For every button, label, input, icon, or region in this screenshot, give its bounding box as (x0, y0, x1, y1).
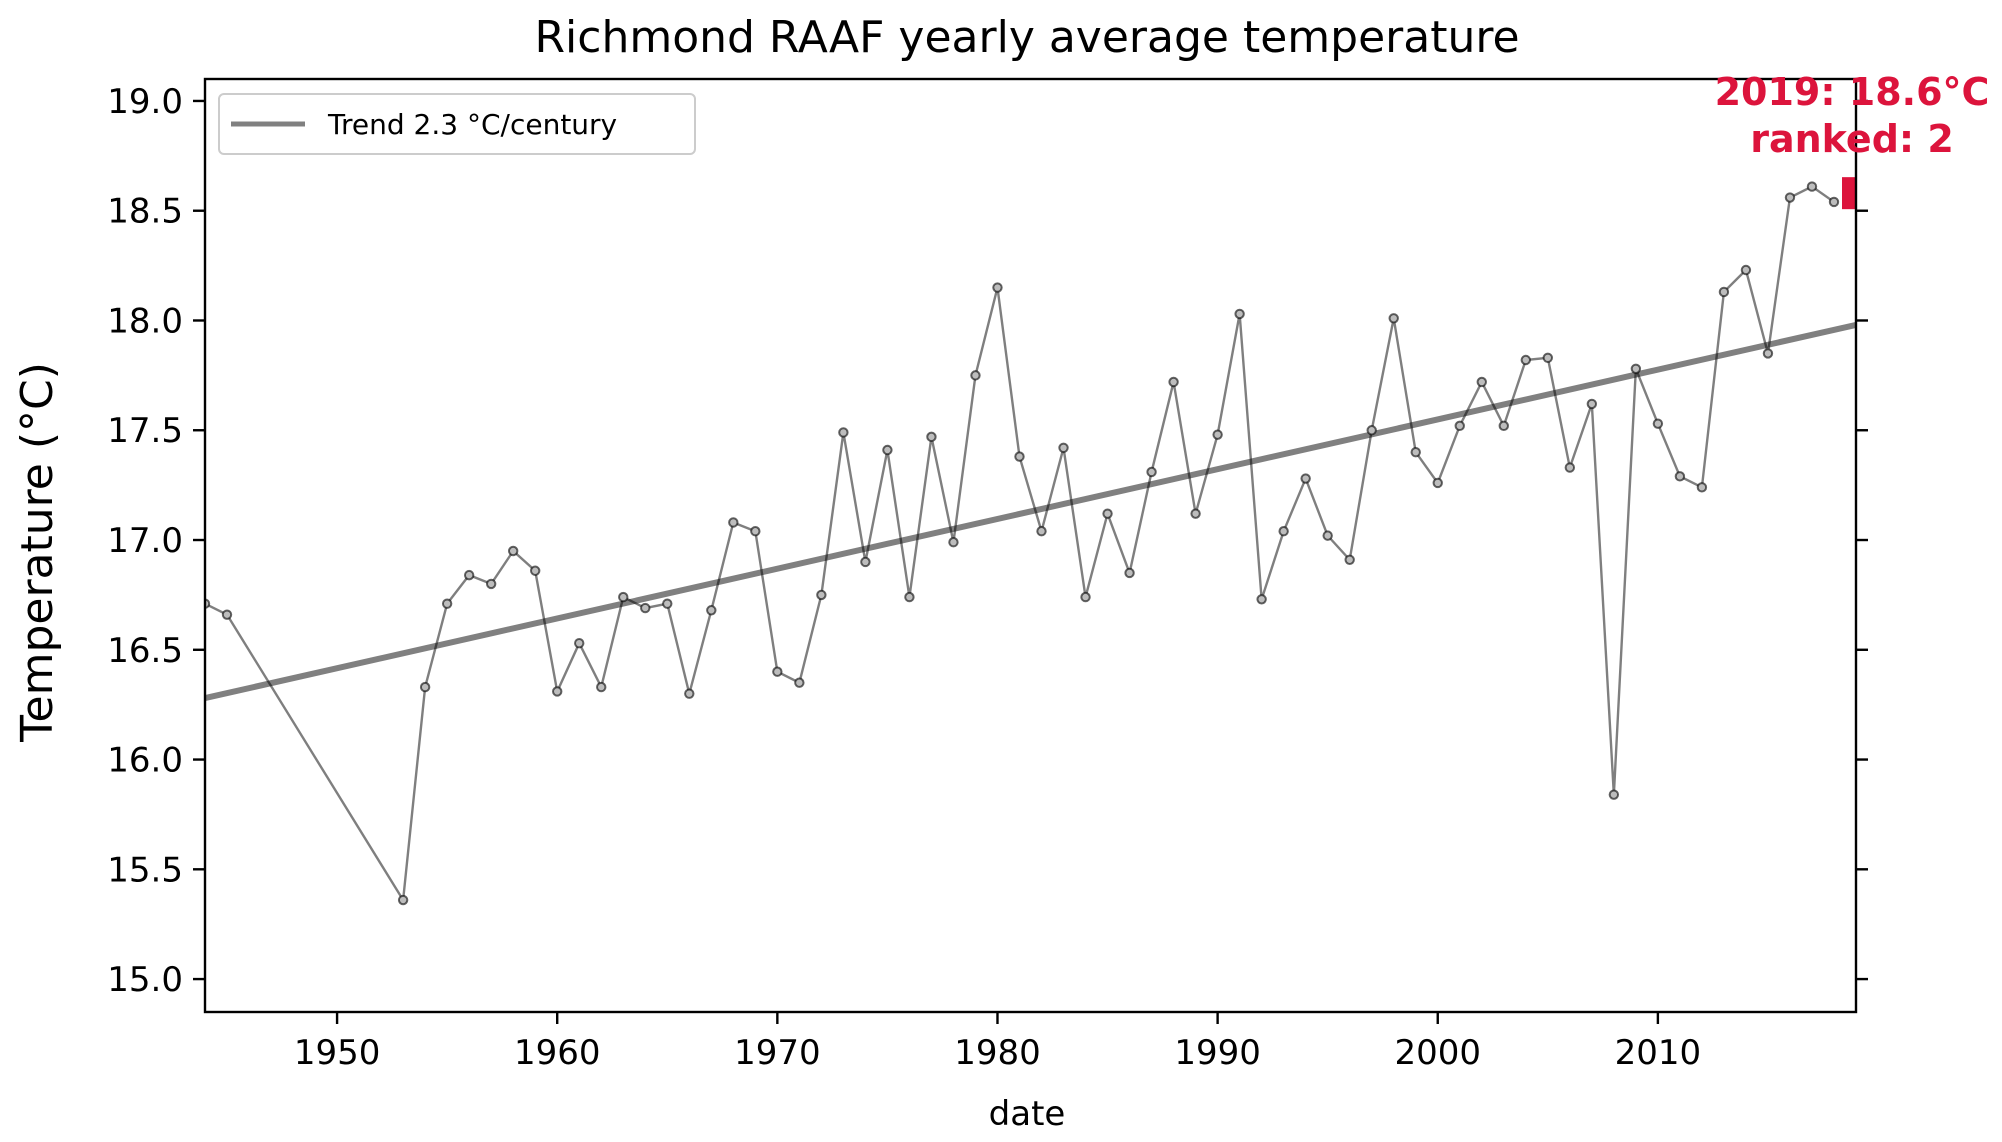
data-point (221, 609, 233, 620)
data-point (1696, 482, 1708, 493)
data-point (1652, 418, 1664, 429)
y-tick-label: 18.0 (107, 301, 183, 341)
x-tick-label: 2010 (1615, 1033, 1702, 1073)
x-tick-label: 2000 (1394, 1033, 1481, 1073)
y-tick-label: 19.0 (107, 82, 183, 122)
data-point (1564, 462, 1576, 473)
x-tick-label: 1950 (294, 1033, 381, 1073)
data-point (1542, 352, 1554, 364)
y-tick-label: 15.0 (107, 960, 183, 1000)
data-point (530, 565, 541, 576)
data-point (1630, 363, 1642, 374)
legend-frame (218, 93, 696, 155)
data-point (1212, 429, 1223, 440)
data-point (1410, 447, 1421, 458)
chart-title: Richmond RAAF yearly average temperature (534, 12, 1519, 63)
data-point (1102, 508, 1113, 519)
data-point (816, 589, 827, 601)
data-point (1168, 376, 1179, 388)
data-point (1762, 348, 1774, 359)
data-point (1014, 451, 1025, 462)
data-point (882, 444, 893, 456)
x-tick-label: 1990 (1174, 1033, 1261, 1073)
data-point (1322, 530, 1333, 541)
data-point (552, 686, 563, 697)
y-tick-label: 17.5 (107, 411, 183, 451)
legend-trend-label: Trend 2.3 °C/century (327, 108, 617, 141)
data-point (1718, 286, 1730, 298)
data-point (1806, 181, 1818, 192)
data-point (728, 517, 739, 528)
data-point (904, 591, 915, 603)
y-tick-label: 17.0 (107, 521, 183, 561)
data-point (1344, 554, 1355, 565)
y-tick-label: 16.0 (107, 741, 183, 781)
x-axis-label: date (989, 1094, 1066, 1134)
data-point (1586, 398, 1598, 410)
data-point (1124, 567, 1135, 579)
data-point (970, 370, 981, 381)
y-tick-label: 18.5 (107, 192, 183, 232)
data-point (618, 591, 629, 603)
data-point (507, 545, 519, 557)
data-point (1476, 376, 1487, 388)
data-point (662, 598, 673, 609)
data-point (1674, 471, 1686, 482)
observations-line (205, 185, 1835, 904)
data-point (1498, 420, 1509, 432)
data-point (463, 569, 475, 581)
axes-frame (203, 77, 1858, 1014)
data-point (1036, 526, 1047, 537)
x-tick-label: 1960 (514, 1033, 601, 1073)
plot-area: 1950 1960 1970 1980 1990 2000 2010 15.0 15.5 16.0… (107, 77, 1868, 1073)
data-point (750, 526, 761, 537)
y-tick-label: 15.5 (107, 850, 183, 890)
data-point (772, 666, 783, 677)
data-point (1740, 264, 1752, 276)
data-point (1146, 466, 1157, 478)
legend: Trend 2.3 °C/century (218, 93, 696, 155)
data-point (838, 427, 849, 438)
highlight-label-year: 2019: 18.6°C (1715, 70, 1990, 114)
data-point (441, 598, 453, 609)
data-point (1234, 308, 1245, 320)
data-point (1454, 420, 1465, 432)
data-point (1608, 789, 1620, 800)
y-axis-label: Temperature (°C) (12, 362, 63, 743)
data-point (1190, 508, 1201, 519)
data-point (948, 537, 959, 548)
data-point (794, 677, 805, 688)
data-point (640, 602, 651, 614)
data-point (706, 605, 717, 616)
data-point (926, 431, 937, 443)
data-point (1300, 473, 1311, 484)
highlight-marker (1842, 177, 1856, 210)
data-point (419, 681, 431, 693)
trend-line (205, 321, 1856, 701)
data-point (1058, 442, 1069, 454)
data-point (1520, 354, 1532, 366)
highlight-label-rank: ranked: 2 (1750, 117, 1954, 161)
x-tick-label: 1970 (734, 1033, 821, 1073)
data-point (1828, 196, 1840, 208)
data-point (684, 688, 695, 699)
data-point (1366, 425, 1377, 436)
data-point (1388, 313, 1399, 324)
data-point (1256, 594, 1267, 605)
y-tick-label: 16.5 (107, 631, 183, 671)
data-point (1080, 591, 1091, 603)
data-point (1784, 192, 1796, 203)
data-point (1432, 477, 1443, 489)
data-point (596, 681, 607, 693)
data-point (485, 578, 497, 590)
data-point (1278, 526, 1289, 537)
x-tick-label: 1980 (954, 1033, 1041, 1073)
data-point (574, 637, 585, 649)
data-point (860, 556, 871, 568)
data-point (992, 282, 1003, 293)
data-point (397, 894, 409, 906)
